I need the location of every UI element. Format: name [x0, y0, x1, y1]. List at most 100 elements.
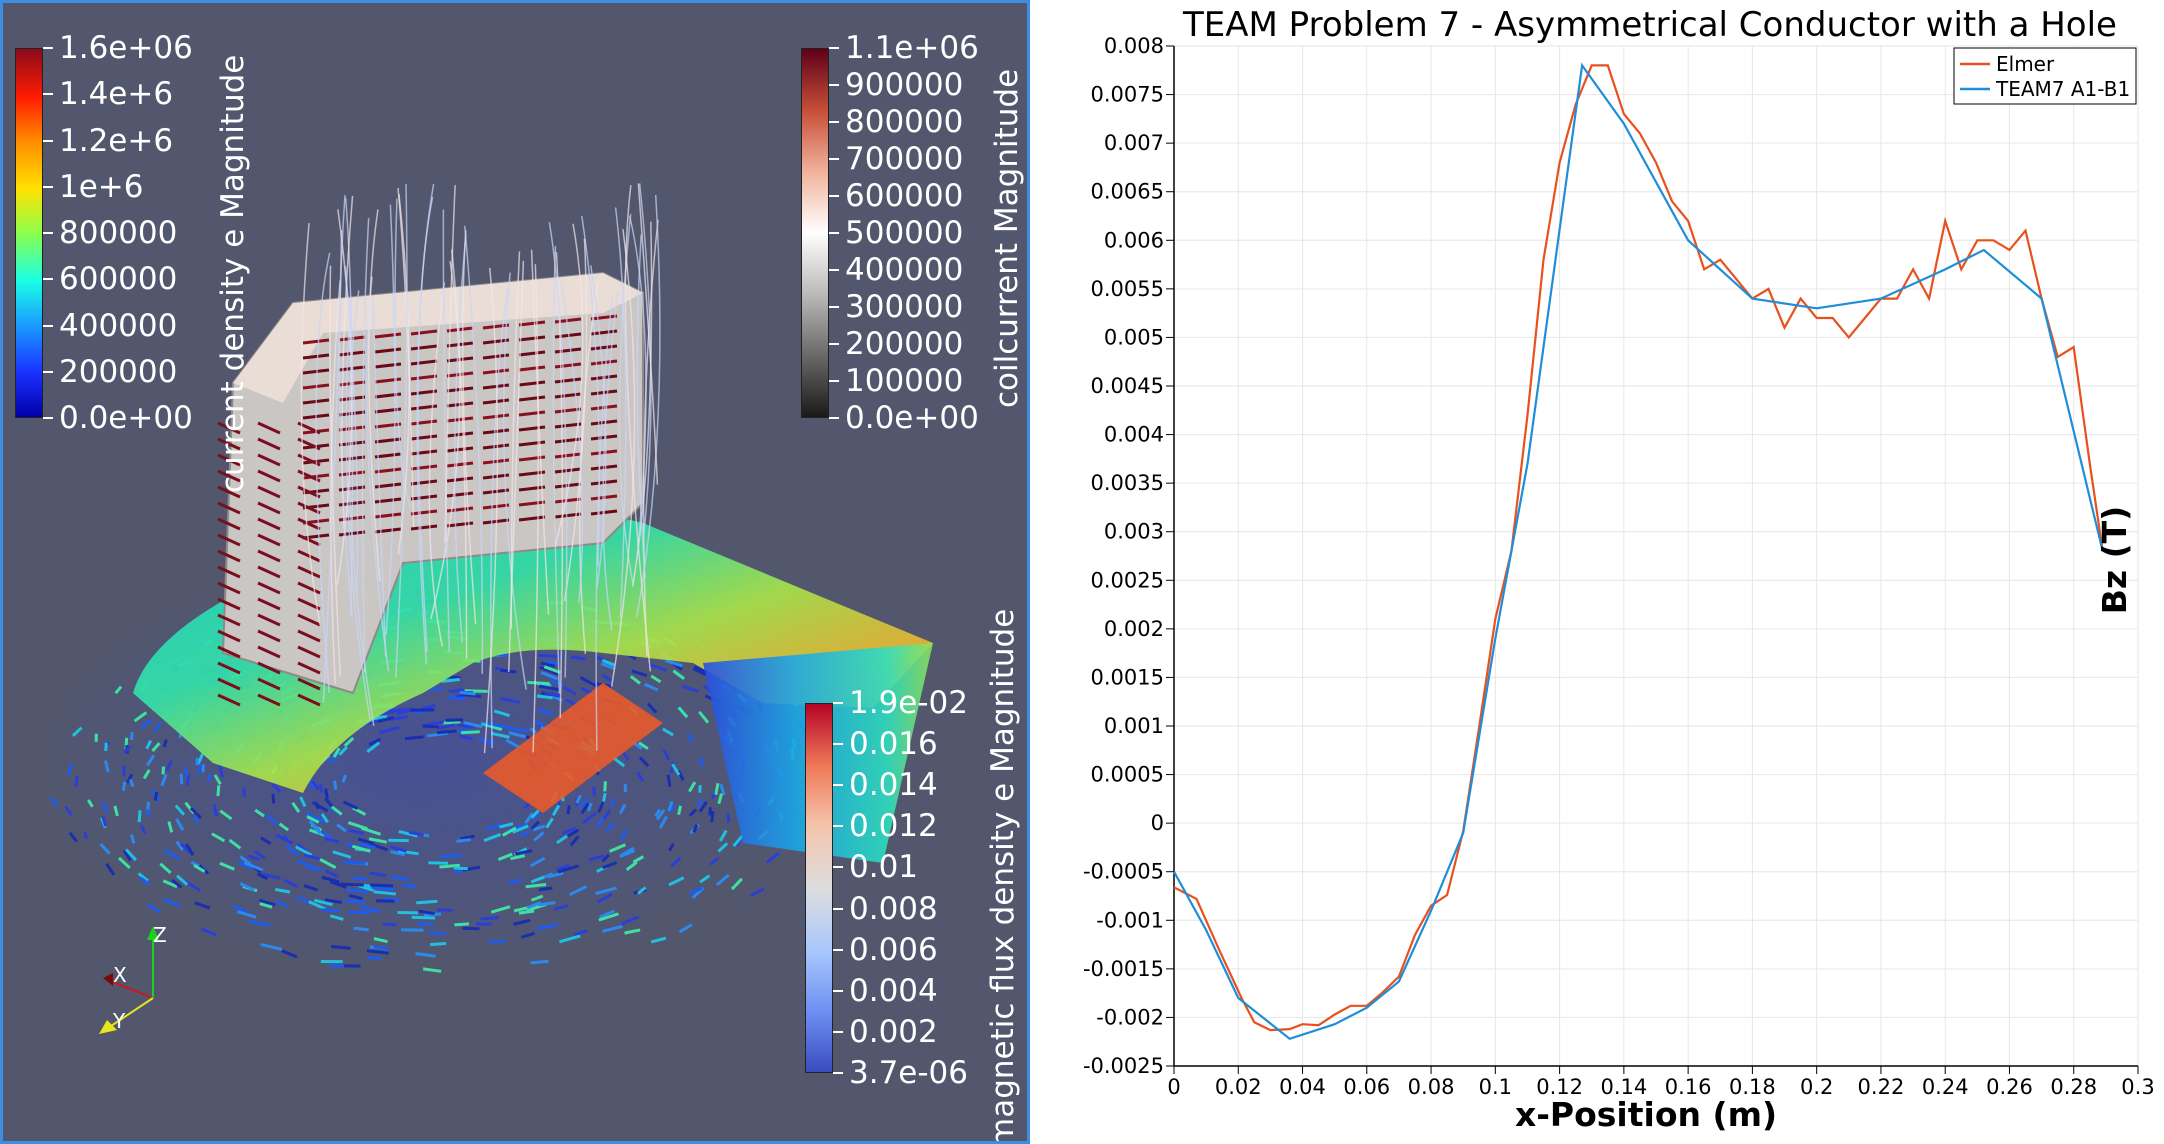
current-density-legend-title: current density e Magnitude [215, 54, 251, 493]
flux-arrow [647, 662, 667, 672]
y-axis-arrowhead [99, 1020, 117, 1034]
flux-arrow [688, 886, 703, 896]
flux-arrow [193, 864, 206, 873]
coil-arrow [518, 350, 546, 357]
legend-tick [829, 121, 839, 123]
flux-arrow [575, 794, 582, 804]
y-axis-label: Y [113, 1009, 126, 1033]
flux-arrow [505, 726, 529, 733]
flux-arrow [605, 821, 615, 833]
legend-label: 400000 [59, 307, 178, 344]
coil-arrow [257, 661, 281, 675]
flux-arrow [463, 721, 483, 729]
legend-label: 0.01 [849, 849, 919, 886]
x-tick-label: 0.26 [1986, 1075, 2033, 1099]
coil-arrow [518, 395, 546, 402]
flux-arrow [200, 927, 217, 937]
flux-arrow [238, 861, 253, 870]
flux-arrow [295, 845, 313, 857]
flux-arrow [344, 899, 366, 904]
flux-arrow [49, 796, 59, 807]
flux-arrow [555, 863, 570, 872]
flux-arrow [101, 801, 109, 814]
flux-arrow [510, 854, 526, 861]
legend-tick [829, 195, 839, 197]
field-visualization[interactable] [3, 3, 1027, 1141]
legend-label: 500000 [845, 215, 964, 251]
flux-arrow [239, 882, 256, 892]
legend-label: 600000 [845, 178, 964, 214]
flux-arrow [310, 779, 320, 791]
flux-arrow [658, 815, 668, 829]
flux-arrow [139, 824, 147, 835]
legend-entry: Elmer [1996, 52, 2055, 76]
coil-arrow [410, 374, 438, 381]
flux-arrow [717, 793, 723, 805]
coil-arrow [217, 533, 241, 547]
flux-arrow [448, 688, 464, 693]
flux-arrow [342, 860, 366, 865]
flux-arrow [332, 747, 341, 758]
flux-arrow [129, 731, 134, 741]
coil-arrow [217, 629, 241, 643]
flux-arrow [342, 800, 359, 810]
flux-arrow [324, 869, 340, 879]
flux-arrow [153, 791, 159, 801]
line-chart-view[interactable]: TEAM Problem 7 - Asymmetrical Conductor … [1044, 0, 2164, 1144]
flux-arrow [518, 829, 531, 838]
flux-arrow [526, 901, 542, 910]
legend-tick [833, 784, 843, 787]
legend-label: 0.016 [849, 726, 938, 763]
flux-arrow [453, 866, 468, 871]
flux-arrow [667, 800, 674, 812]
flux-arrow [603, 781, 607, 792]
flux-arrow [513, 918, 531, 926]
flux-arrow [146, 903, 162, 914]
coil-arrow [217, 437, 241, 451]
flux-arrow [538, 653, 559, 658]
flux-arrow [566, 828, 580, 838]
field-line [602, 291, 619, 630]
coil-arrow [257, 549, 281, 563]
z-axis-label: Z [153, 923, 167, 947]
coil-current-colorbar [801, 48, 829, 418]
flux-arrow [455, 728, 472, 733]
coil-arrow [257, 517, 281, 531]
flux-arrow [308, 828, 326, 837]
current-density-colorbar [15, 48, 43, 418]
chart-title: TEAM Problem 7 - Asymmetrical Conductor … [1182, 5, 2117, 45]
flux-arrow [600, 662, 616, 671]
flux-arrow [545, 659, 560, 667]
coil-arrow [302, 353, 330, 360]
flux-arrow [632, 855, 645, 864]
flux-arrow [538, 901, 556, 907]
flux-arrow [601, 853, 610, 863]
flux-arrow [710, 810, 715, 823]
flux-arrow [670, 856, 682, 868]
flux-arrow [137, 872, 149, 883]
flux-arrow [283, 878, 298, 888]
field-line [368, 209, 381, 582]
flux-arrow [620, 915, 640, 926]
flux-arrow [179, 773, 184, 785]
flux-arrow [265, 813, 279, 826]
coil-arrow [297, 677, 321, 691]
flux-arrow [324, 837, 340, 844]
flux-arrow [422, 967, 442, 973]
flux-arrow [74, 775, 79, 788]
bz-line-chart[interactable]: TEAM Problem 7 - Asymmetrical Conductor … [1044, 0, 2164, 1144]
coil-arrow [554, 347, 582, 354]
render-view-3d[interactable]: 1.6e+06 1.4e+6 1.2e+6 1e+6 800000 600000 40000… [0, 0, 1030, 1144]
plate-hotspot [483, 683, 663, 813]
flux-arrow [488, 939, 507, 944]
coil-arrow [410, 359, 438, 366]
flux-arrow [538, 684, 560, 692]
flux-arrow [189, 806, 202, 819]
flux-arrow [459, 691, 476, 696]
flux-arrow [666, 774, 672, 787]
flux-arrow [87, 799, 94, 808]
flux-arrow [333, 780, 338, 790]
flux-arrow [343, 736, 355, 747]
flux-arrow [360, 826, 382, 836]
